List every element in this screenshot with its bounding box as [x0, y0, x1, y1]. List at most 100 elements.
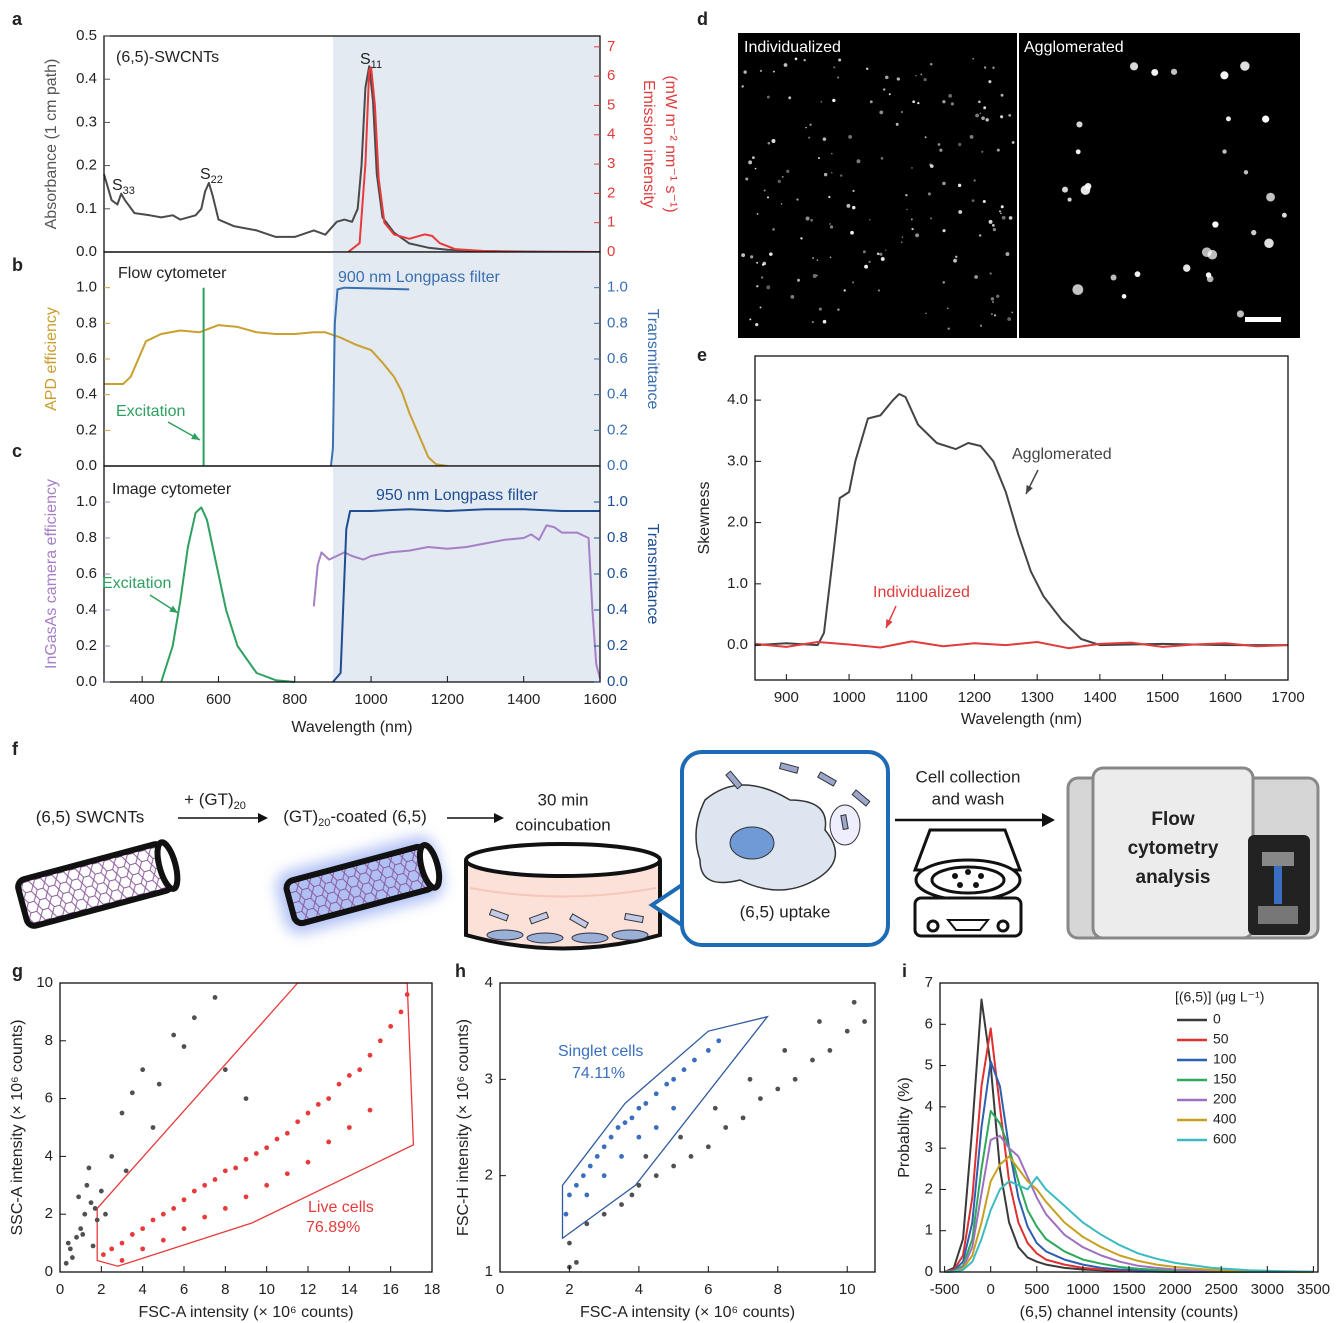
y2-tick-label: 0.0 — [607, 457, 628, 474]
y-tick-label: 6 — [45, 1090, 53, 1107]
y2-tick-label: 0.4 — [607, 386, 628, 403]
data-point — [129, 1090, 135, 1096]
particle — [900, 241, 903, 244]
workflow-diagram: f (6,5) SWCNTs + (GT)20 (GT)20-coated (6… — [12, 739, 1320, 951]
data-point — [851, 999, 857, 1005]
image-label: Individualized — [744, 39, 841, 56]
data-point — [782, 1048, 788, 1053]
particle — [1076, 121, 1083, 128]
data-point — [222, 1168, 228, 1174]
annotation-text: 74.11% — [572, 1065, 625, 1082]
data-point — [264, 1145, 270, 1151]
x-tick-label: 4 — [635, 1281, 643, 1298]
data-point — [622, 1120, 628, 1126]
data-point — [615, 1125, 621, 1130]
x-tick-label: 8 — [774, 1281, 782, 1298]
text: (GT) — [283, 807, 318, 826]
particle — [1005, 252, 1010, 257]
particle — [979, 112, 982, 115]
culture-dish — [464, 842, 662, 951]
data-point — [688, 1154, 694, 1159]
particle — [811, 321, 814, 324]
particle — [772, 70, 775, 73]
step-text: coincubation — [515, 815, 610, 834]
particle — [880, 157, 884, 160]
x-tick-label: 1100 — [896, 689, 928, 706]
data-point — [817, 1019, 822, 1024]
annotation: 950 nm Longpass filter — [376, 487, 539, 504]
particle — [930, 164, 934, 169]
data-point — [67, 1246, 73, 1252]
particle — [817, 156, 821, 160]
y2-tick-label: 1.0 — [607, 493, 628, 510]
particle — [946, 307, 949, 310]
y-tick-label: 0.5 — [76, 27, 97, 44]
x-tick-label: 10 — [258, 1281, 275, 1298]
data-point — [678, 1134, 683, 1140]
y-tick-label: 1 — [485, 1263, 493, 1280]
data-point — [326, 1096, 332, 1101]
x-tick-label: 1000 — [1066, 1281, 1099, 1298]
particle — [917, 101, 920, 105]
particle — [982, 200, 986, 204]
x-tick-label: 600 — [206, 691, 231, 708]
particle — [983, 66, 987, 69]
x-tick-label: 1300 — [1020, 689, 1053, 706]
x-tick-label: 1700 — [1271, 689, 1304, 706]
y-tick-label: 0.1 — [76, 200, 97, 217]
particle — [1008, 113, 1012, 117]
panel-label: a — [12, 9, 23, 29]
particle — [852, 281, 855, 284]
scale-bar — [1245, 317, 1281, 322]
particle — [992, 66, 995, 69]
annotation-text: 76.89% — [306, 1219, 360, 1236]
text: + (GT) — [184, 790, 234, 809]
x-tick-label: 3500 — [1297, 1281, 1330, 1298]
y-axis-label: Probablity (%) — [896, 1077, 913, 1177]
x-tick-label: 0 — [987, 1281, 995, 1298]
particle — [958, 210, 963, 214]
x-tick-label: 1200 — [431, 691, 464, 708]
particle — [767, 141, 771, 145]
y-tick-label: 2 — [45, 1205, 53, 1222]
y2-tick-label: 4 — [607, 126, 615, 143]
particle — [777, 179, 781, 184]
y-tick-label: 0.0 — [76, 457, 97, 474]
particle — [810, 218, 814, 222]
legend-label: 100 — [1213, 1051, 1237, 1067]
particle — [1000, 212, 1002, 215]
particle — [1129, 62, 1139, 71]
data-point — [643, 1154, 649, 1159]
data-point — [792, 1076, 798, 1082]
data-point — [305, 1159, 311, 1165]
data-point — [305, 1110, 311, 1116]
particle — [971, 199, 975, 203]
annotation-text: Image cytometer — [112, 481, 232, 498]
data-point — [160, 1237, 166, 1243]
data-point — [653, 1173, 659, 1179]
x-tick-label: 4 — [138, 1281, 146, 1298]
particle — [755, 322, 759, 327]
data-point — [601, 1144, 607, 1150]
panel-label: d — [697, 9, 708, 29]
data-line — [754, 393, 1288, 647]
particle — [896, 77, 901, 81]
particle — [816, 274, 818, 277]
particle — [895, 122, 899, 126]
particle — [983, 106, 987, 109]
text: -coated (6,5) — [330, 807, 426, 826]
data-point — [82, 1211, 88, 1217]
particle — [837, 308, 840, 311]
data-point — [671, 1076, 677, 1082]
data-point — [181, 1197, 187, 1203]
x-tick-label: 18 — [424, 1281, 441, 1298]
particle — [839, 174, 843, 177]
y-tick-label: 4 — [485, 974, 493, 991]
data-point — [573, 1259, 579, 1265]
annotation: 900 nm Longpass filter — [338, 269, 501, 286]
data-point — [129, 1232, 135, 1237]
particle — [911, 166, 913, 169]
x-axis-label: Wavelength (nm) — [291, 719, 412, 736]
particle — [1011, 141, 1015, 144]
annotation: Singlet cells — [558, 1043, 643, 1060]
